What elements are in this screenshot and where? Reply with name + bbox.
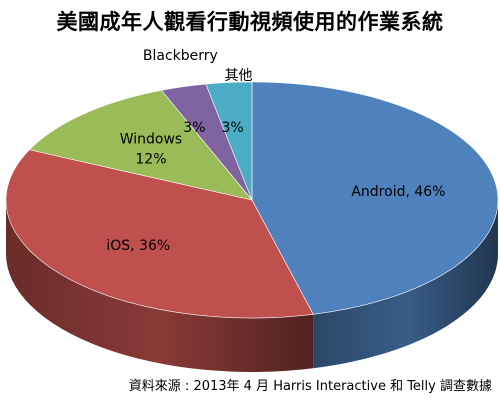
pie-slice-- xyxy=(205,81,253,201)
pie-slice-ios xyxy=(5,149,314,319)
pie-side-ios xyxy=(6,200,314,372)
data-label-android: Android, 46% xyxy=(351,184,445,200)
slice-name-windows: Windows xyxy=(120,131,183,147)
slice-name-blackberry: Blackberry xyxy=(143,48,218,64)
data-label--: 3% xyxy=(221,120,243,136)
pie-side-android xyxy=(313,200,498,369)
pie-slice-windows xyxy=(28,89,253,201)
data-label-ios: iOS, 36% xyxy=(106,238,170,254)
chart-title: 美國成年人觀看行動視頻使用的作業系統 xyxy=(56,10,444,34)
pie-slice-android xyxy=(251,81,499,315)
data-label-blackberry: 3% xyxy=(183,120,205,136)
source-note: 資料來源 : 2013年 4 月 Harris Interactive 和 Te… xyxy=(128,379,492,394)
slice-name--: 其他 xyxy=(225,68,253,84)
data-label-windows: 12% xyxy=(135,151,166,167)
